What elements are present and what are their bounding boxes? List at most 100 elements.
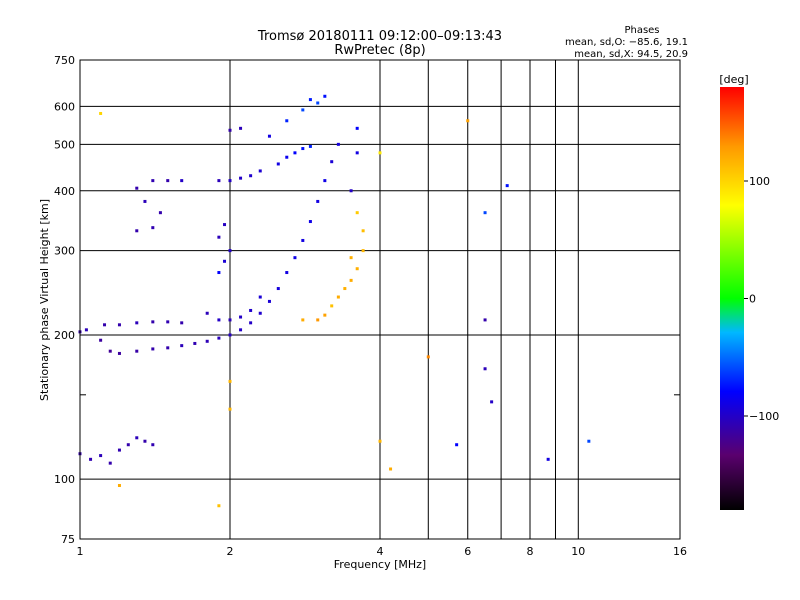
echo-point [143, 439, 147, 443]
echo-point [258, 295, 262, 299]
echo-point [249, 174, 253, 178]
echo-point [166, 320, 170, 324]
echo-point [316, 199, 320, 203]
y-tick-label: 750 [54, 54, 75, 67]
echo-point [143, 199, 147, 203]
echo-point [293, 151, 297, 155]
x-tick-label: 10 [571, 545, 585, 558]
y-tick-label: 600 [54, 100, 75, 113]
echo-point [217, 179, 221, 183]
echo-point [483, 367, 487, 371]
y-tick-label: 200 [54, 329, 75, 342]
colorbar-gradient [720, 87, 744, 510]
echo-point [239, 126, 243, 130]
colorbar-tick-label: 100 [749, 175, 770, 188]
chart-title: Tromsø 20180111 09:12:00–09:13:43 [257, 29, 502, 44]
echo-point [285, 155, 289, 159]
grid [80, 60, 680, 539]
echo-point [166, 346, 170, 350]
echo-point [117, 448, 121, 452]
echo-point [158, 211, 162, 215]
echo-point [301, 318, 305, 322]
echo-point [89, 457, 93, 461]
colorbar-tick-label: 0 [749, 293, 756, 306]
echo-point [308, 220, 312, 224]
echo-point [355, 126, 359, 130]
echo-point [217, 504, 221, 508]
echo-point [135, 349, 139, 353]
data-points [78, 94, 591, 508]
echo-point [258, 169, 262, 173]
echo-point [267, 299, 271, 303]
x-tick-label: 8 [527, 545, 534, 558]
axis-ticks: 1 2 4 6 8 10 16 75 100 200 300 400 500 600 750 [54, 54, 687, 558]
echo-point [135, 436, 139, 440]
echo-point [239, 328, 243, 332]
y-tick-label: 400 [54, 185, 75, 198]
echo-point [426, 355, 430, 359]
echo-point [258, 311, 262, 315]
echo-point [336, 295, 340, 299]
echo-point [490, 400, 494, 404]
echo-point [276, 162, 280, 166]
echo-point [505, 184, 509, 188]
echo-point [108, 461, 112, 465]
echo-point [378, 151, 382, 155]
echo-point [301, 108, 305, 112]
echo-point [361, 249, 365, 253]
x-tick-label: 6 [464, 545, 471, 558]
echo-point [349, 189, 353, 193]
echo-point [117, 323, 121, 327]
x-tick-label: 1 [77, 545, 84, 558]
echo-point [180, 179, 184, 183]
colorbar: [deg] 100 0 −100 [719, 73, 779, 510]
echo-point [205, 311, 209, 315]
x-axis-label: Frequency [MHz] [334, 558, 426, 571]
echo-point [135, 186, 139, 190]
echo-point [301, 147, 305, 151]
echo-point [316, 318, 320, 322]
colorbar-tick-label: −100 [749, 410, 779, 423]
echo-point [293, 256, 297, 260]
x-tick-label: 16 [673, 545, 687, 558]
echo-point [285, 271, 289, 275]
echo-point [323, 94, 327, 98]
echo-point [323, 179, 327, 183]
echo-point [217, 336, 221, 340]
echo-point [108, 349, 112, 353]
phases-x-stats: mean, sd,X: 94.5, 20.9 [574, 49, 688, 60]
echo-point [205, 339, 209, 343]
echo-point [389, 467, 393, 471]
echo-point [276, 287, 280, 291]
echo-point [228, 179, 232, 183]
echo-point [193, 341, 197, 345]
echo-point [135, 321, 139, 325]
echo-point [99, 111, 103, 115]
echo-point [343, 287, 347, 291]
echo-point [166, 179, 170, 183]
echo-point [151, 179, 155, 183]
echo-point [151, 347, 155, 351]
echo-point [308, 98, 312, 102]
echo-point [455, 443, 459, 447]
chart-subtitle: RwPretec (8p) [334, 43, 425, 58]
echo-point [330, 304, 334, 308]
echo-point [466, 119, 470, 123]
echo-point [151, 443, 155, 447]
x-tick-label: 4 [377, 545, 384, 558]
echo-point [217, 235, 221, 239]
echo-point [483, 318, 487, 322]
echo-point [483, 211, 487, 215]
echo-point [355, 267, 359, 271]
echo-point [228, 128, 232, 132]
echo-point [126, 443, 130, 447]
echo-point [239, 176, 243, 180]
y-tick-label: 300 [54, 245, 75, 258]
echo-point [228, 379, 232, 383]
echo-point [99, 338, 103, 342]
colorbar-label: [deg] [719, 73, 748, 86]
phases-o-stats: mean, sd,O: −85.6, 19.1 [565, 37, 688, 48]
echo-point [223, 259, 227, 263]
echo-point [330, 160, 334, 164]
